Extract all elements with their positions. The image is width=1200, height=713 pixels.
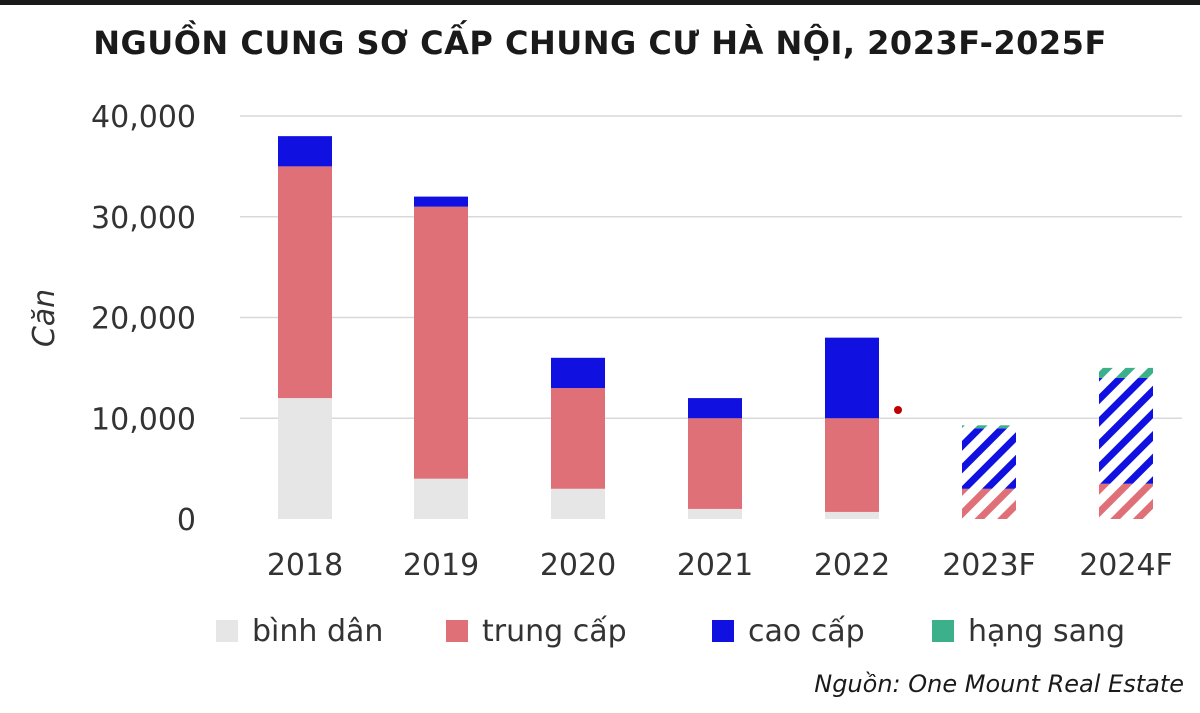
legend-swatch	[446, 620, 468, 642]
bars	[278, 136, 1153, 519]
bar-2018-series-1	[278, 166, 332, 399]
bar-2022-series-2	[825, 337, 879, 419]
bar-2024f-series-3	[1099, 367, 1153, 378]
bar-2022-series-0	[825, 511, 879, 519]
legend-label: hạng sang	[968, 614, 1125, 649]
legend-swatch	[932, 620, 954, 642]
legend-label: cao cấp	[748, 614, 865, 649]
bar-2024f-series-2	[1099, 377, 1153, 484]
bar-2020-series-0	[551, 488, 605, 519]
legend-label: bình dân	[252, 614, 383, 649]
gridlines	[240, 115, 1182, 419]
y-tick-label: 0	[177, 503, 196, 538]
source-note: Nguồn: One Mount Real Estate	[814, 670, 1184, 698]
bar-2021-series-2	[688, 398, 742, 419]
x-tick-label: 2018	[267, 548, 343, 583]
y-tick-label: 40,000	[91, 100, 196, 135]
bar-2023f-series-1	[962, 488, 1016, 519]
legend-swatch	[712, 620, 734, 642]
bar-2021-series-1	[688, 418, 742, 509]
y-tick-label: 10,000	[91, 402, 196, 437]
legend-label: trung cấp	[482, 614, 627, 649]
x-tick-label: 2021	[677, 548, 753, 583]
bar-2019-series-1	[414, 206, 468, 479]
legend: bình dân trung cấp cao cấp hạng sang	[216, 614, 1125, 649]
x-tick-label: 2023F	[942, 548, 1036, 583]
bar-2019-series-2	[414, 196, 468, 207]
bar-2020-series-2	[551, 357, 605, 389]
chart-title: NGUỒN CUNG SƠ CẤP CHUNG CƯ HÀ NỘI, 2023F…	[93, 24, 1107, 62]
bar-2020-series-1	[551, 388, 605, 489]
bar-2022-series-1	[825, 418, 879, 512]
bar-2018-series-2	[278, 136, 332, 167]
top-rule	[0, 0, 1200, 5]
legend-swatch	[216, 620, 238, 642]
y-tick-label: 30,000	[91, 201, 196, 236]
x-axis: 2018 2019 2020 2021 2022 2023F 2024F	[267, 548, 1173, 583]
x-tick-label: 2020	[540, 548, 616, 583]
annotation-dot	[894, 406, 902, 414]
y-axis: 0 10,000 20,000 30,000 40,000 Căn	[27, 100, 196, 538]
bar-2021-series-0	[688, 508, 742, 519]
bar-2023f-series-3	[962, 425, 1016, 429]
x-tick-label: 2024F	[1079, 548, 1173, 583]
bar-2019-series-0	[414, 478, 468, 519]
x-tick-label: 2022	[814, 548, 890, 583]
y-tick-label: 20,000	[91, 302, 196, 337]
bar-2024f-series-1	[1099, 483, 1153, 519]
bar-2018-series-0	[278, 398, 332, 519]
x-tick-label: 2019	[403, 548, 479, 583]
bar-2023f-series-2	[962, 428, 1016, 489]
y-axis-label: Căn	[27, 289, 62, 347]
